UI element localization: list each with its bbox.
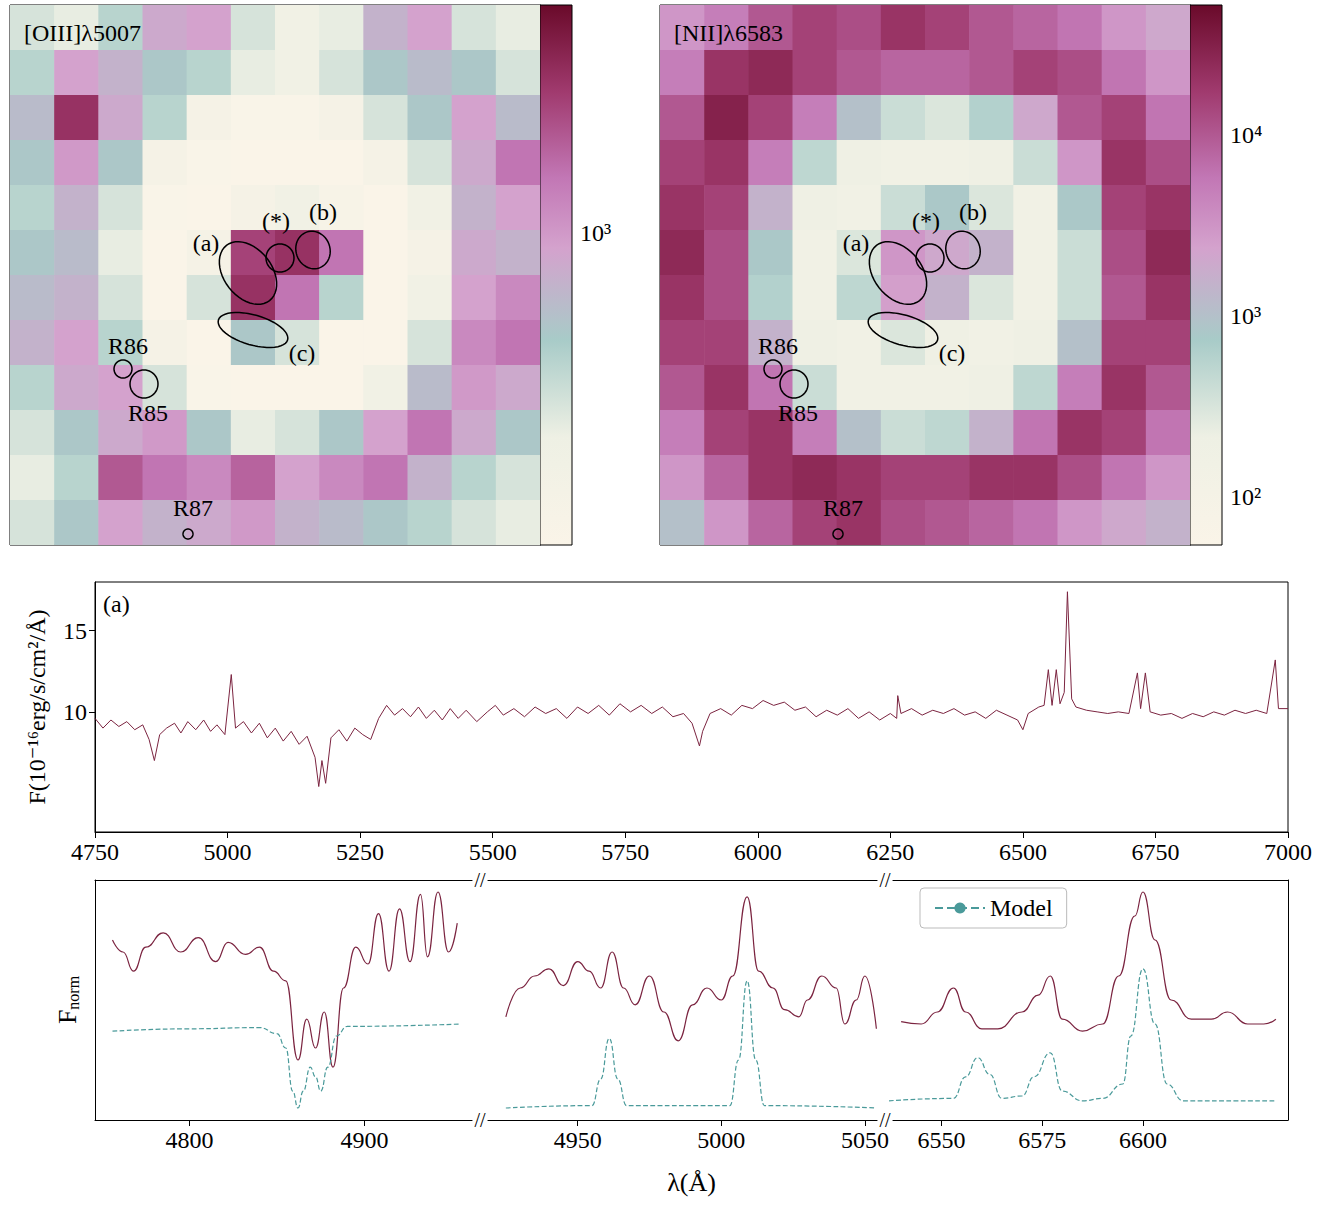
svg-text:10³: 10³	[580, 220, 611, 246]
svg-text:10: 10	[63, 699, 87, 725]
svg-text:(b): (b)	[959, 199, 987, 225]
svg-text:(*): (*)	[262, 208, 290, 234]
svg-text:R86: R86	[108, 333, 148, 359]
svg-text:R87: R87	[823, 495, 863, 521]
svg-text:R85: R85	[128, 400, 168, 426]
svg-text:6000: 6000	[734, 839, 782, 865]
svg-text:[OIII]λ5007: [OIII]λ5007	[24, 20, 141, 46]
svg-text:R87: R87	[173, 495, 213, 521]
svg-text:R85: R85	[778, 400, 818, 426]
svg-text:10⁴: 10⁴	[1230, 122, 1262, 148]
svg-text:(a): (a)	[103, 591, 130, 617]
svg-text:6750: 6750	[1131, 839, 1179, 865]
svg-text:6550: 6550	[917, 1127, 965, 1153]
svg-text:(a): (a)	[193, 230, 220, 256]
svg-text:(c): (c)	[939, 340, 966, 366]
svg-text:(c): (c)	[289, 340, 316, 366]
svg-text:F: F	[53, 1010, 82, 1024]
svg-text:6500: 6500	[999, 839, 1047, 865]
svg-text:10²: 10²	[1230, 484, 1261, 510]
svg-text:(a): (a)	[843, 230, 870, 256]
svg-text://: //	[879, 869, 891, 891]
svg-text:6250: 6250	[866, 839, 914, 865]
svg-text:15: 15	[63, 618, 87, 644]
svg-text:(*): (*)	[912, 208, 940, 234]
svg-text:5250: 5250	[336, 839, 384, 865]
svg-text:4800: 4800	[166, 1127, 214, 1153]
svg-text:(b): (b)	[309, 199, 337, 225]
svg-text:norm: norm	[65, 975, 82, 1009]
svg-text://: //	[879, 1109, 891, 1131]
svg-text://: //	[474, 1109, 486, 1131]
svg-text:λ(Å): λ(Å)	[667, 1168, 716, 1197]
svg-text:5000: 5000	[204, 839, 252, 865]
svg-text:4900: 4900	[341, 1127, 389, 1153]
svg-text:7000: 7000	[1264, 839, 1312, 865]
svg-text://: //	[474, 869, 486, 891]
svg-text:5050: 5050	[840, 1127, 889, 1153]
svg-text:6575: 6575	[1018, 1127, 1066, 1153]
svg-text:4950: 4950	[554, 1127, 602, 1153]
svg-text:6600: 6600	[1119, 1127, 1167, 1153]
svg-text:5000: 5000	[697, 1127, 745, 1153]
svg-text:5500: 5500	[469, 839, 517, 865]
svg-text:Model: Model	[990, 895, 1053, 921]
svg-text:5750: 5750	[601, 839, 649, 865]
svg-text:10³: 10³	[1230, 303, 1261, 329]
svg-text:F(10⁻¹⁶erg/s/cm²/Å): F(10⁻¹⁶erg/s/cm²/Å)	[24, 610, 50, 805]
svg-text:R86: R86	[758, 333, 798, 359]
svg-text:4750: 4750	[71, 839, 119, 865]
svg-text:[NII]λ6583: [NII]λ6583	[674, 20, 783, 46]
